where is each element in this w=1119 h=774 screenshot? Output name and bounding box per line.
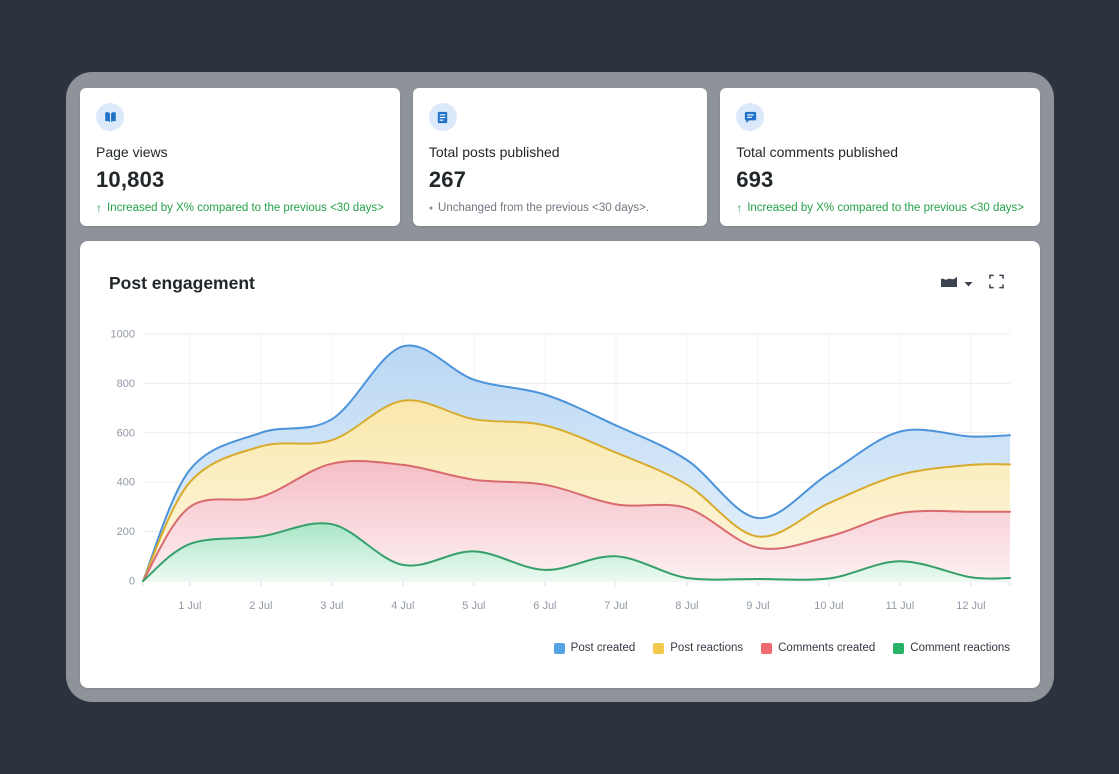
legend-item[interactable]: Comments created [761,642,875,654]
arrow-up-icon: ↑ [736,201,743,215]
dot-icon: ● [428,204,434,212]
chart-controls [940,273,1004,292]
svg-text:0: 0 [129,576,135,588]
svg-text:8 Jul: 8 Jul [675,600,698,612]
legend-label: Comments created [778,642,876,654]
stat-card-total-comments: Total comments published 693 ↑ Increased… [720,88,1040,226]
trend-status: ↑ Increased by X% compared to the previo… [96,202,384,214]
chart-title: Post engagement [109,273,255,293]
legend-label: Post reactions [670,642,744,654]
svg-text:4 Jul: 4 Jul [391,600,414,612]
trend-status: ↑ Increased by X% compared to the previo… [736,202,1024,214]
stat-title: Total comments published [736,144,899,160]
legend-item[interactable]: Post created [553,642,636,654]
svg-text:11 Jul: 11 Jul [886,600,915,612]
legend-swatch [761,642,773,654]
svg-text:600: 600 [117,427,135,439]
svg-text:1000: 1000 [111,329,135,341]
svg-text:5 Jul: 5 Jul [462,600,485,612]
maximize-button[interactable] [989,274,1004,292]
chart-legend: Post created Post reactions Comments creat… [553,642,1010,654]
legend-item[interactable]: Comment reactions [893,642,1010,654]
arrow-up-icon: ↑ [96,201,102,215]
stat-title: Page views [96,144,168,160]
svg-text:2 Jul: 2 Jul [249,600,272,612]
legend-swatch [553,642,565,654]
dashboard-content: Page views 10,803 ↑ Increased by X% comp… [80,88,1040,688]
svg-text:1 Jul: 1 Jul [178,600,201,612]
svg-text:6 Jul: 6 Jul [533,600,556,612]
svg-text:800: 800 [117,378,135,390]
chat-icon [736,103,765,131]
caret-down-icon [964,275,973,290]
dashboard-frame: Page views 10,803 ↑ Increased by X% comp… [66,72,1054,702]
trend-text: Unchanged from the previous <30 days>. [438,202,650,214]
legend-swatch [893,642,905,654]
svg-text:200: 200 [117,526,135,538]
trend-text: Increased by X% compared to the previous… [107,202,384,214]
stat-card-page-views: Page views 10,803 ↑ Increased by X% comp… [80,88,400,226]
svg-text:7 Jul: 7 Jul [604,600,627,612]
book-icon [96,103,124,131]
maximize-icon [989,274,1004,292]
svg-text:9 Jul: 9 Jul [746,600,769,612]
legend-label: Comment reactions [910,642,1010,654]
legend-item[interactable]: Post reactions [653,642,743,654]
svg-text:400: 400 [117,477,135,489]
stat-value: 267 [428,167,467,192]
stat-cards-row: Page views 10,803 ↑ Increased by X% comp… [80,88,1040,226]
chart-type-selector[interactable] [940,273,973,292]
legend-swatch [653,642,665,654]
legend-label: Post created [570,642,636,654]
stat-title: Total posts published [428,144,560,160]
document-icon [428,103,457,131]
area-chart-icon [940,273,958,292]
stat-value: 10,803 [96,167,165,192]
stat-card-total-posts: Total posts published 267 ● Unchanged fr… [412,88,708,226]
post-engagement-card: Post engagement [80,241,1040,688]
trend-status: ● Unchanged from the previous <30 days>. [429,202,691,214]
post-engagement-area-chart: 0 200 400 600 800 1000 1 Jul 2 Jul 3 Jul 4 Jul 5 J… [111,329,1011,612]
stat-value: 693 [736,167,774,192]
trend-text: Increased by X% compared to the previous… [747,202,1024,214]
svg-text:12 Jul: 12 Jul [956,600,985,612]
svg-text:3 Jul: 3 Jul [320,600,343,612]
svg-text:10 Jul: 10 Jul [814,600,843,612]
